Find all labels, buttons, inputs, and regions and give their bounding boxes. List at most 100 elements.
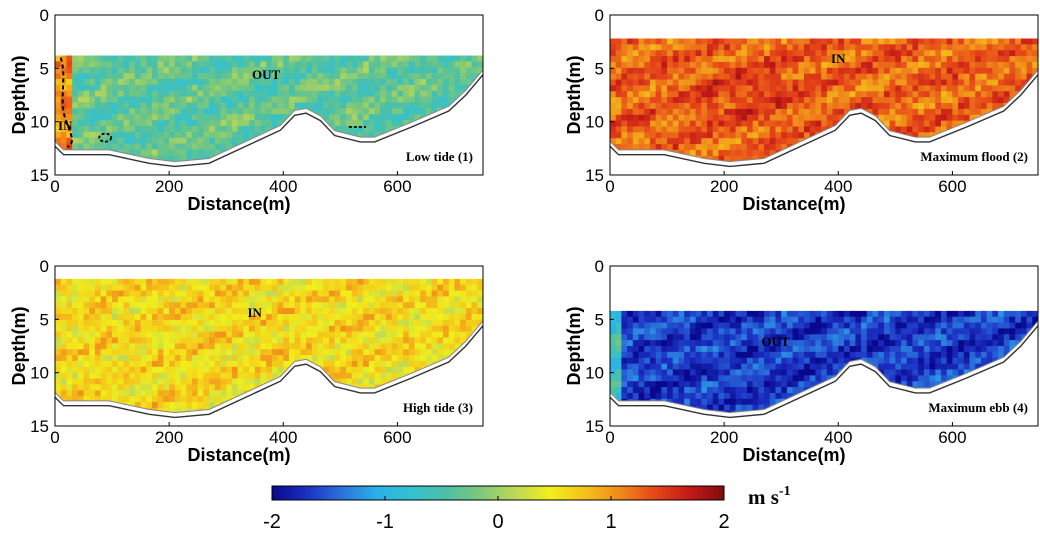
velocity-cell xyxy=(408,102,416,109)
velocity-cell xyxy=(940,108,948,116)
velocity-cell xyxy=(83,102,90,109)
velocity-cell xyxy=(684,56,691,63)
velocity-cell xyxy=(163,284,170,292)
velocity-cell xyxy=(906,114,914,122)
velocity-cell xyxy=(958,73,965,81)
velocity-cell xyxy=(975,97,982,104)
velocity-cell xyxy=(425,73,433,80)
velocity-cell xyxy=(980,97,988,104)
velocity-cell xyxy=(112,360,119,368)
velocity-cell xyxy=(735,73,742,81)
velocity-cell xyxy=(368,278,376,286)
velocity-cell xyxy=(741,85,748,92)
velocity-cell xyxy=(975,91,982,98)
velocity-cell xyxy=(374,149,381,156)
velocity-cell xyxy=(180,302,187,309)
velocity-cell xyxy=(255,167,261,173)
velocity-cell xyxy=(129,125,136,133)
velocity-cell xyxy=(712,114,720,122)
velocity-cell xyxy=(769,73,777,81)
velocity-cell xyxy=(701,168,707,174)
velocity-cell xyxy=(667,103,674,110)
velocity-cell xyxy=(471,61,478,68)
velocity-cell xyxy=(249,79,256,86)
velocity-cell xyxy=(323,73,330,80)
velocity-cell xyxy=(346,355,353,362)
velocity-cell xyxy=(775,56,782,63)
velocity-cell xyxy=(66,337,73,344)
velocity-cell xyxy=(775,114,782,122)
velocity-cell xyxy=(437,372,444,380)
velocity-cell xyxy=(266,366,273,374)
velocity-cell xyxy=(403,366,410,374)
velocity-cell xyxy=(443,167,449,173)
velocity-cell xyxy=(901,126,908,133)
velocity-cell xyxy=(397,90,404,98)
velocity-cell xyxy=(923,97,931,104)
velocity-cell xyxy=(260,331,267,339)
velocity-cell xyxy=(180,308,187,315)
velocity-cell xyxy=(317,155,324,162)
velocity-cell xyxy=(363,155,370,162)
velocity-cell xyxy=(140,96,147,104)
velocity-cell xyxy=(123,73,130,80)
velocity-cell xyxy=(123,302,130,309)
velocity-cell xyxy=(838,91,845,98)
velocity-cell xyxy=(254,67,262,74)
velocity-cell xyxy=(655,155,662,162)
velocity-cell xyxy=(952,103,959,110)
velocity-cell xyxy=(368,355,376,362)
velocity-cell xyxy=(288,314,296,321)
velocity-cell xyxy=(861,38,868,45)
velocity-cell xyxy=(906,73,914,81)
velocity-cell xyxy=(912,61,919,69)
velocity-cell xyxy=(363,296,370,303)
velocity-cell xyxy=(197,114,204,121)
velocity-cell xyxy=(798,114,805,122)
velocity-cell xyxy=(798,126,805,133)
velocity-cell xyxy=(448,79,456,86)
velocity-cell xyxy=(368,114,376,121)
velocity-cell xyxy=(678,162,684,168)
velocity-cell xyxy=(294,161,301,162)
velocity-cell xyxy=(277,349,284,356)
velocity-cell xyxy=(872,85,879,92)
velocity-cell xyxy=(431,131,438,139)
velocity-cell xyxy=(174,314,182,321)
velocity-cell xyxy=(1026,67,1033,75)
velocity-cell xyxy=(661,126,668,133)
velocity-cell xyxy=(152,355,159,362)
velocity-cell xyxy=(328,349,336,356)
velocity-cell xyxy=(866,103,874,110)
velocity-cell xyxy=(775,67,782,75)
velocity-cell xyxy=(414,73,421,80)
velocity-cell xyxy=(849,144,856,151)
velocity-cell xyxy=(695,79,702,86)
velocity-cell xyxy=(849,79,856,86)
velocity-cell xyxy=(866,38,874,45)
velocity-cell xyxy=(112,61,119,68)
velocity-cell xyxy=(667,91,674,98)
velocity-cell xyxy=(764,149,771,157)
velocity-cell xyxy=(1020,120,1028,128)
velocity-cell xyxy=(311,349,319,356)
velocity-cell xyxy=(792,91,799,98)
y-tick-label: 10 xyxy=(30,113,49,132)
velocity-cell xyxy=(804,162,810,168)
velocity-cell xyxy=(838,162,844,168)
velocity-cell xyxy=(100,366,107,374)
velocity-cell xyxy=(385,84,393,92)
velocity-cell xyxy=(918,97,925,104)
velocity-cell xyxy=(146,114,153,121)
velocity-cell xyxy=(328,84,336,92)
velocity-cell xyxy=(758,61,765,69)
velocity-cell xyxy=(775,38,782,45)
velocity-cell xyxy=(191,343,199,350)
velocity-cell xyxy=(117,302,125,309)
velocity-cell xyxy=(906,155,914,162)
velocity-cell xyxy=(632,38,640,45)
velocity-cell xyxy=(735,155,742,162)
velocity-cell xyxy=(72,90,79,98)
velocity-cell xyxy=(123,278,130,286)
velocity-cell xyxy=(357,420,363,426)
